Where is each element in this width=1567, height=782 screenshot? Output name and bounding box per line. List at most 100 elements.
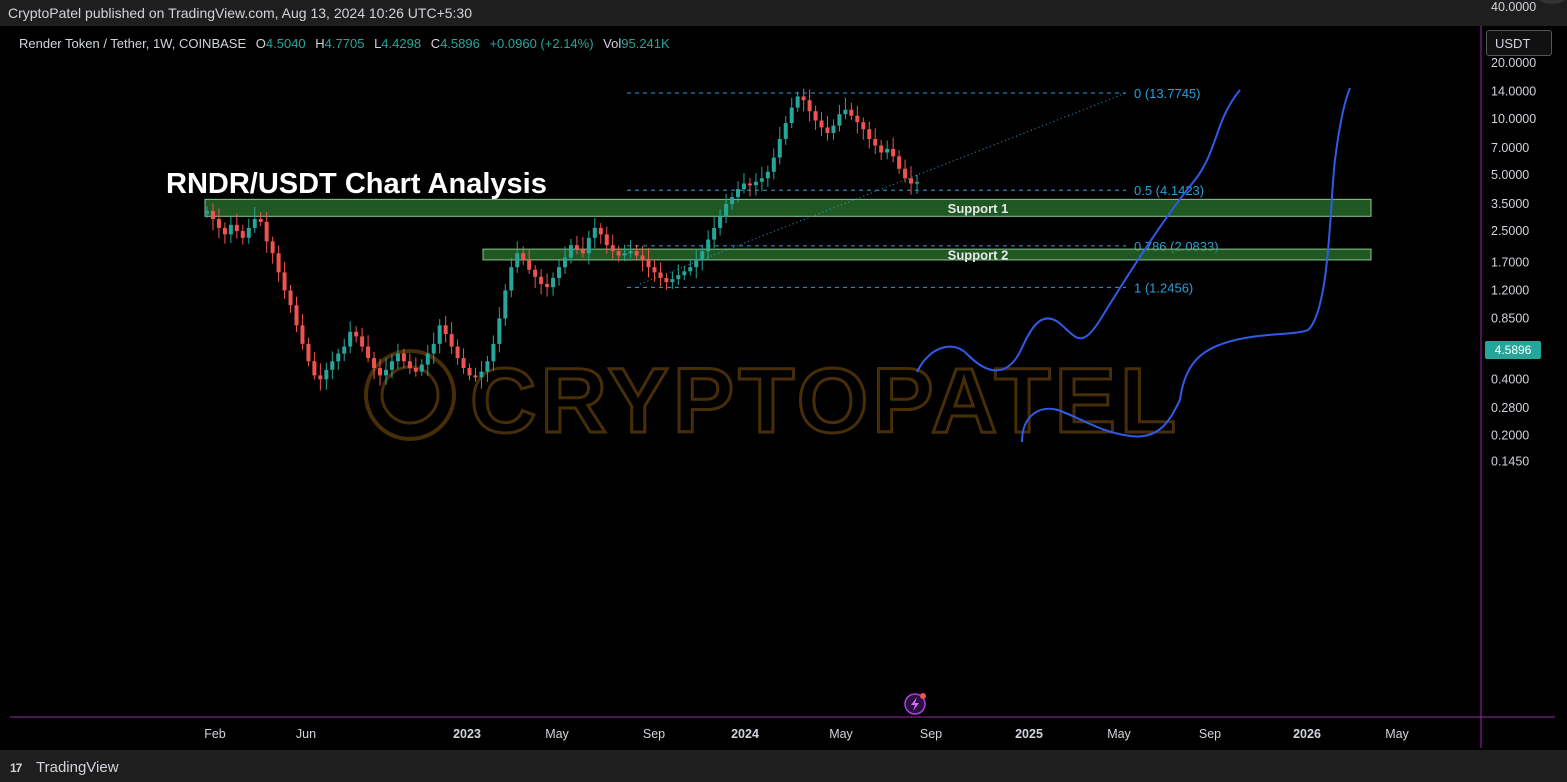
candle-body [855, 115, 860, 123]
candle-body [300, 325, 305, 344]
fib-label: 1 (1.2456) [1134, 280, 1193, 295]
y-tick-label: 0.2000 [1491, 428, 1529, 442]
candle-body [640, 255, 645, 260]
candle-body [312, 361, 317, 376]
projection-paths[interactable] [916, 87, 1351, 443]
candle-body [771, 157, 776, 172]
candle-body [658, 272, 663, 278]
currency-button[interactable]: USDT [1486, 30, 1552, 56]
candle-body [897, 156, 902, 169]
candle-body [861, 122, 866, 130]
y-tick-label: 0.2800 [1491, 401, 1529, 415]
watermark-logo-icon [364, 349, 456, 441]
y-tick-label: 3.5000 [1491, 197, 1529, 211]
watermark-text: CRYPTOPATEL [470, 350, 1180, 452]
candle-body [503, 290, 508, 319]
candle-body [252, 219, 257, 228]
high-value: 4.7705 [324, 36, 365, 51]
candle-body [425, 353, 430, 365]
candle-body [288, 290, 293, 306]
candle-body [437, 325, 442, 344]
candle-body [652, 267, 657, 273]
y-tick-label: 20.0000 [1491, 56, 1536, 70]
candle-body [372, 358, 377, 369]
chart-pane[interactable] [10, 26, 1555, 750]
candle-body [813, 111, 818, 121]
candle-body [533, 269, 538, 277]
candle-body [294, 305, 299, 326]
volume-value: 95.241K [621, 36, 670, 51]
candle-body [378, 368, 383, 376]
candle-body [849, 109, 854, 116]
candle-body [210, 211, 215, 220]
candle-body [670, 279, 675, 283]
candle-body [330, 361, 335, 370]
candle-body [270, 241, 275, 254]
symbol-name[interactable]: Render Token / Tether, 1W, COINBASE [19, 36, 247, 51]
candle-body [389, 361, 394, 370]
candle-body [891, 148, 896, 157]
candle-body [264, 221, 269, 242]
candle-body [401, 353, 406, 362]
candle-body [837, 114, 842, 126]
x-tick-label: Sep [1199, 727, 1221, 741]
candle-body [634, 251, 639, 256]
candle-body [318, 375, 323, 380]
candle-body [449, 334, 454, 347]
x-tick-label: Sep [920, 727, 942, 741]
candle-body [515, 253, 520, 268]
tradingview-brand[interactable]: TradingView [36, 759, 119, 776]
candle-body [801, 96, 806, 101]
candle-body [419, 364, 424, 372]
window-control[interactable] [1537, 0, 1567, 4]
candle-body [306, 343, 311, 362]
candle-body [258, 219, 263, 222]
candle-body [789, 107, 794, 124]
candle-body [610, 245, 615, 252]
candle-body [694, 259, 699, 268]
change-value: +0.0960 (+2.14%) [489, 36, 594, 51]
y-tick-label: 10.0000 [1491, 112, 1536, 126]
candle-body [909, 178, 914, 184]
candle-body [395, 353, 400, 362]
candle-body [276, 253, 281, 273]
candle-body [580, 249, 585, 254]
candle-body [574, 245, 579, 250]
published-info: CryptoPatel published on TradingView.com… [8, 5, 472, 21]
candle-body [473, 375, 478, 378]
candle-body [724, 203, 729, 217]
candle-body [461, 358, 466, 369]
candle-body [521, 253, 526, 260]
x-tick-label: Jun [296, 727, 316, 741]
candle-body [700, 251, 705, 260]
close-value: 4.5896 [440, 36, 480, 51]
event-marker[interactable] [904, 693, 926, 715]
candle-body [753, 181, 758, 186]
candle-body [545, 283, 550, 288]
fib-retracement[interactable]: 0 (13.7745)0.5 (4.1423)0.786 (2.0833)1 (… [627, 86, 1219, 295]
low-label: L [374, 36, 382, 51]
candle-body [413, 368, 418, 372]
symbol-ohlc-bar[interactable]: Render Token / Tether, 1W, COINBASE O4.5… [19, 36, 670, 51]
y-tick-label: 0.8500 [1491, 311, 1529, 325]
candle-body [819, 120, 824, 128]
y-tick-label: 2.5000 [1491, 224, 1529, 238]
candle-body [831, 125, 836, 134]
candle-body [706, 239, 711, 252]
event-dot-icon [920, 693, 926, 699]
x-tick-label: 2026 [1293, 727, 1321, 741]
tradingview-logo-icon[interactable]: 17 [10, 761, 22, 775]
candle-body [777, 139, 782, 158]
x-tick-label: 2025 [1015, 727, 1043, 741]
candle-body [873, 139, 878, 146]
y-tick-label: 0.4000 [1491, 372, 1529, 386]
candle-body [527, 259, 532, 270]
candle-body [795, 96, 800, 108]
candle-body [759, 178, 764, 182]
candle-body [485, 361, 490, 372]
y-tick-label: 0.1450 [1491, 454, 1529, 468]
candle-body [718, 216, 723, 228]
candle-body [407, 361, 412, 369]
